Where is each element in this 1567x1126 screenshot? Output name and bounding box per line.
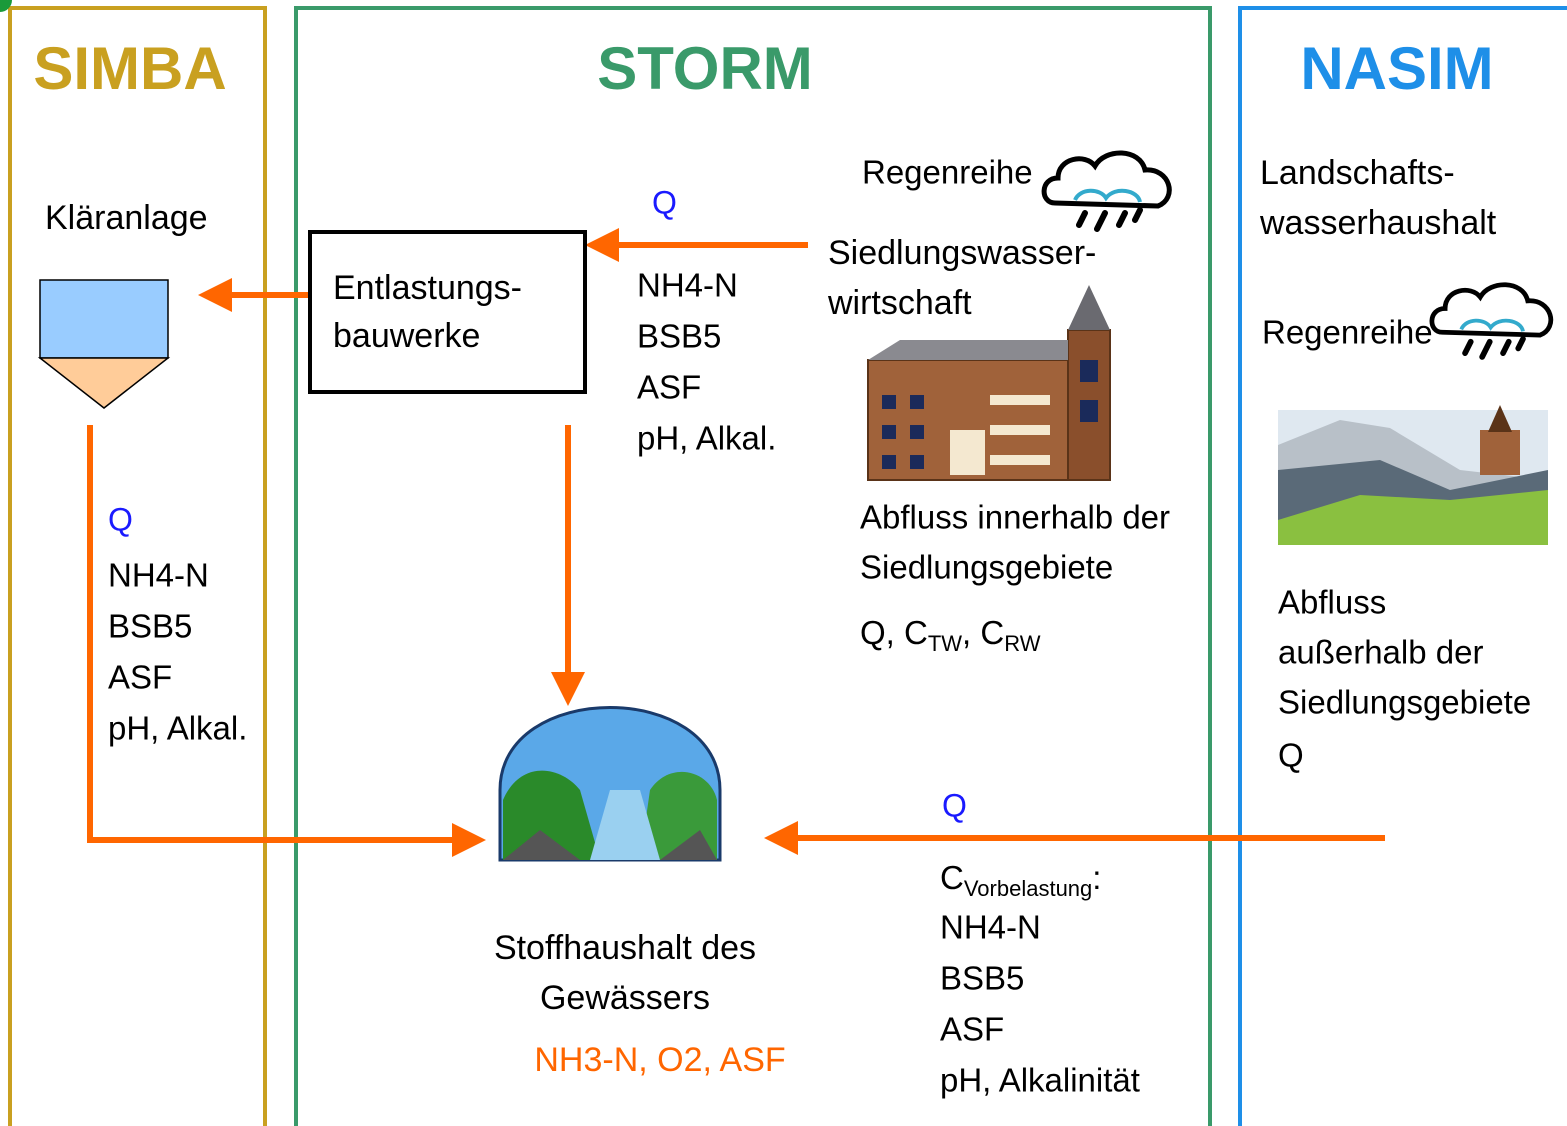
parameter: BSB5: [108, 608, 192, 645]
rain-label: Regenreihe: [1262, 314, 1433, 351]
runoff-label: außerhalb der: [1278, 634, 1483, 671]
tank: [39, 279, 169, 359]
arrow-head: [551, 672, 585, 706]
runoff-label: Abfluss innerhalb der: [860, 499, 1170, 536]
flow-label: Q: [652, 184, 677, 220]
parameter: NH4-N: [108, 557, 209, 594]
water-label: Gewässers: [540, 979, 710, 1017]
plant-label: Kläranlage: [45, 199, 208, 237]
rain-cloud: [1429, 282, 1553, 360]
arrow-head: [452, 823, 486, 857]
flow-label: Q: [942, 787, 967, 823]
subscript: TW: [928, 631, 962, 656]
simba-title: SIMBA: [33, 35, 226, 102]
flow-label: Q: [108, 501, 133, 537]
text: Q, C: [860, 614, 928, 651]
water-body: [498, 706, 722, 862]
runoff-vars: Q, CTW, CRW: [860, 614, 1041, 656]
parameter: pH, Alkal.: [108, 710, 247, 747]
parameter: NH4-N: [940, 909, 1041, 946]
rain-label: Regenreihe: [862, 154, 1033, 191]
load-label: CVorbelastung:: [940, 859, 1101, 901]
rain-cloud: [1041, 150, 1172, 232]
text: , C: [962, 614, 1004, 651]
corner-mark: [0, 0, 12, 12]
arrow-head: [585, 228, 619, 262]
text: :: [1092, 859, 1101, 896]
parameter: BSB5: [637, 318, 721, 355]
settlement-label: wirtschaft: [827, 284, 972, 322]
tank-cone: [37, 357, 171, 409]
water-label: Stoffhaushalt des: [494, 929, 756, 967]
arrow-head: [198, 278, 232, 312]
nasim-panel: [1238, 6, 1567, 1126]
subscript: Vorbelastung: [964, 876, 1092, 901]
settlement-label: Siedlungswasser-: [828, 234, 1096, 272]
parameter: pH, Alkalinität: [940, 1062, 1140, 1099]
arrow: [87, 425, 458, 843]
storm-title: STORM: [597, 35, 813, 102]
box-label: bauwerke: [333, 317, 480, 355]
parameter: ASF: [940, 1011, 1004, 1048]
runoff-label: Abfluss: [1278, 584, 1386, 621]
text: C: [940, 859, 964, 896]
nasim-label: wasserhaushalt: [1259, 204, 1497, 242]
storm-panel: [294, 6, 1212, 1126]
overflow-box: [308, 230, 587, 394]
runoff-label: Siedlungsgebiete: [1278, 684, 1531, 721]
simba-panel: [8, 6, 267, 1126]
parameter: pH, Alkal.: [637, 420, 776, 457]
building: [867, 285, 1111, 481]
parameter: NH4-N: [637, 267, 738, 304]
parameter: BSB5: [940, 960, 1024, 997]
arrow-head: [764, 821, 798, 855]
water-outputs: NH3-N, O2, ASF: [534, 1041, 785, 1079]
runoff-label: Q: [1278, 737, 1304, 774]
nasim-title: NASIM: [1300, 35, 1493, 102]
nasim-label: Landschafts-: [1260, 154, 1455, 192]
parameter: ASF: [108, 659, 172, 696]
landscape: [1278, 405, 1548, 545]
box-label: Entlastungs-: [333, 269, 522, 307]
parameter: ASF: [637, 369, 701, 406]
runoff-label: Siedlungsgebiete: [860, 549, 1113, 586]
subscript: RW: [1004, 631, 1040, 656]
